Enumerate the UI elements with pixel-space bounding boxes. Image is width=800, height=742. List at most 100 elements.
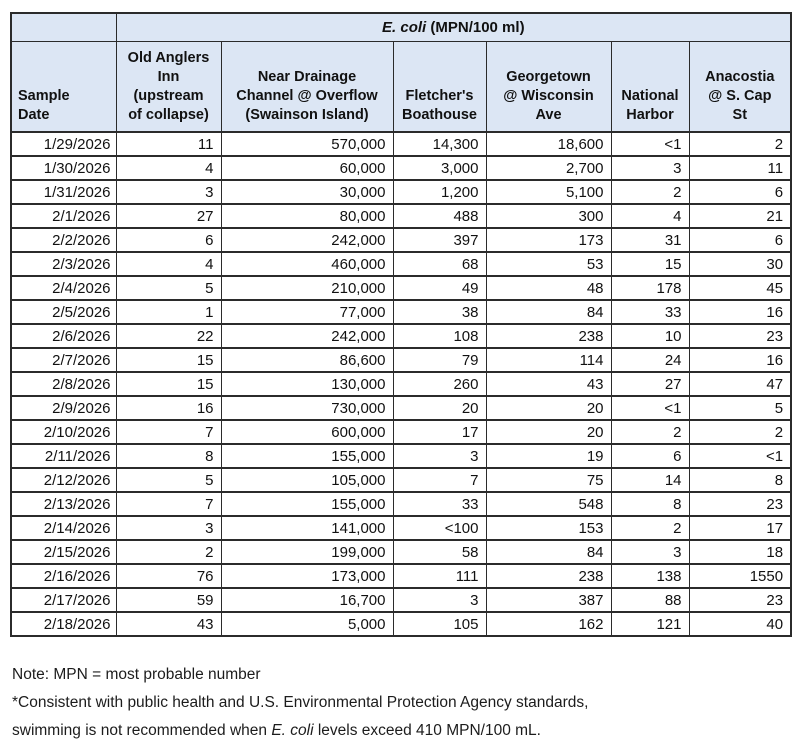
table-row: 2/14/2026 3 141,000 <100 153 2 17: [10, 515, 792, 541]
value-cell: 23: [688, 491, 792, 517]
sample-date-cell: 2/6/2026: [10, 323, 117, 349]
table-row: 2/11/2026 8 155,000 3 19 6 <1: [10, 443, 792, 469]
corner-cell: [10, 12, 117, 42]
col-header-old-anglers-inn: Old Anglers Inn (upstream of collapse): [115, 40, 222, 133]
value-cell: 16,700: [220, 587, 394, 613]
note-epa-standards-line2: swimming is not recommended when E. coli…: [12, 717, 790, 742]
value-cell: 33: [392, 491, 487, 517]
title-row: E. coli (MPN/100 ml): [10, 12, 792, 42]
sample-date-cell: 2/12/2026: [10, 467, 117, 493]
value-cell: 141,000: [220, 515, 394, 541]
value-cell: 86,600: [220, 347, 394, 373]
value-cell: 11: [115, 131, 222, 157]
table-row: 2/5/2026 1 77,000 38 84 33 16: [10, 299, 792, 325]
sample-date-cell: 2/4/2026: [10, 275, 117, 301]
value-cell: 5: [688, 395, 792, 421]
value-cell: 19: [485, 443, 612, 469]
col-header-near-drainage-channel: Near Drainage Channel @ Overflow (Swains…: [220, 40, 394, 133]
value-cell: 27: [115, 203, 222, 229]
value-cell: 387: [485, 587, 612, 613]
value-cell: 105: [392, 611, 487, 637]
value-cell: 210,000: [220, 275, 394, 301]
table-row: 2/17/2026 59 16,700 3 387 88 23: [10, 587, 792, 613]
sample-date-cell: 2/1/2026: [10, 203, 117, 229]
table-row: 2/15/2026 2 199,000 58 84 3 18: [10, 539, 792, 565]
value-cell: 48: [485, 275, 612, 301]
sample-date-cell: 1/31/2026: [10, 179, 117, 205]
value-cell: 2,700: [485, 155, 612, 181]
value-cell: 7: [392, 467, 487, 493]
value-cell: 4: [115, 155, 222, 181]
note-epa-standards-line1: *Consistent with public health and U.S. …: [12, 694, 589, 711]
value-cell: 397: [392, 227, 487, 253]
sample-date-cell: 2/5/2026: [10, 299, 117, 325]
value-cell: 68: [392, 251, 487, 277]
value-cell: 58: [392, 539, 487, 565]
value-cell: 20: [485, 395, 612, 421]
value-cell: 8: [688, 467, 792, 493]
table-row: 2/1/2026 27 80,000 488 300 4 21: [10, 203, 792, 229]
value-cell: 16: [688, 347, 792, 373]
value-cell: 7: [115, 491, 222, 517]
value-cell: 5: [115, 467, 222, 493]
column-header-row: Sample Date Old Anglers Inn (upstream of…: [10, 40, 792, 133]
value-cell: 1550: [688, 563, 792, 589]
value-cell: 43: [115, 611, 222, 637]
value-cell: 5,000: [220, 611, 394, 637]
value-cell: 38: [392, 299, 487, 325]
table-row: 2/3/2026 4 460,000 68 53 15 30: [10, 251, 792, 277]
value-cell: 15: [610, 251, 690, 277]
value-cell: 155,000: [220, 443, 394, 469]
value-cell: 173: [485, 227, 612, 253]
value-cell: 460,000: [220, 251, 394, 277]
table-row: 2/16/2026 76 173,000 111 238 138 1550: [10, 563, 792, 589]
table-title-units: (MPN/100 ml): [426, 18, 525, 36]
value-cell: 138: [610, 563, 690, 589]
value-cell: 49: [392, 275, 487, 301]
value-cell: 153: [485, 515, 612, 541]
value-cell: 111: [392, 563, 487, 589]
sample-date-cell: 1/29/2026: [10, 131, 117, 157]
value-cell: 7: [115, 419, 222, 445]
value-cell: 20: [392, 395, 487, 421]
table-body: 1/29/2026 11 570,000 14,300 18,600 <1 2 1/30/20…: [10, 131, 792, 637]
sample-date-cell: 2/7/2026: [10, 347, 117, 373]
col-header-sample-date: Sample Date: [10, 40, 117, 133]
value-cell: 3: [392, 443, 487, 469]
value-cell: 6: [688, 227, 792, 253]
value-cell: 730,000: [220, 395, 394, 421]
table-row: 2/4/2026 5 210,000 49 48 178 45: [10, 275, 792, 301]
value-cell: <1: [688, 443, 792, 469]
value-cell: 6: [610, 443, 690, 469]
sample-date-cell: 1/30/2026: [10, 155, 117, 181]
value-cell: 23: [688, 587, 792, 613]
value-cell: 8: [115, 443, 222, 469]
sample-date-cell: 2/18/2026: [10, 611, 117, 637]
value-cell: 75: [485, 467, 612, 493]
note-mpn-definition: Note: MPN = most probable number: [12, 666, 261, 683]
value-cell: 242,000: [220, 323, 394, 349]
value-cell: 6: [688, 179, 792, 205]
value-cell: 21: [688, 203, 792, 229]
value-cell: 40: [688, 611, 792, 637]
note-swimming-prefix: swimming is not recommended when: [12, 722, 272, 739]
value-cell: 33: [610, 299, 690, 325]
value-cell: 105,000: [220, 467, 394, 493]
note-swimming-species: E. coli: [271, 722, 314, 739]
value-cell: 3: [392, 587, 487, 613]
sample-date-cell: 2/11/2026: [10, 443, 117, 469]
table-title-species: E. coli: [382, 18, 427, 36]
value-cell: 4: [610, 203, 690, 229]
value-cell: 11: [688, 155, 792, 181]
value-cell: 2: [688, 419, 792, 445]
value-cell: 27: [610, 371, 690, 397]
col-header-national-harbor: National Harbor: [610, 40, 690, 133]
value-cell: 3: [115, 179, 222, 205]
value-cell: 24: [610, 347, 690, 373]
value-cell: 15: [115, 347, 222, 373]
sample-date-cell: 2/16/2026: [10, 563, 117, 589]
sample-date-cell: 2/2/2026: [10, 227, 117, 253]
value-cell: 31: [610, 227, 690, 253]
value-cell: 130,000: [220, 371, 394, 397]
